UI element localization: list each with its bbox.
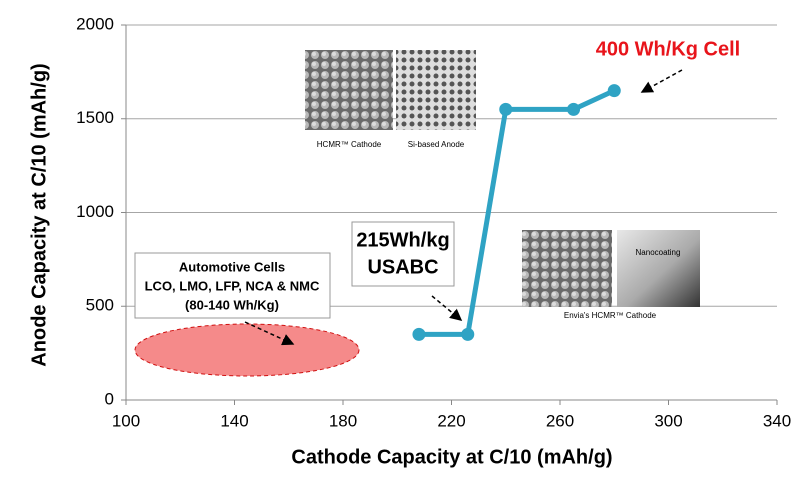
annotation: (80-140 Wh/Kg) xyxy=(185,297,279,312)
y-axis-title: Anode Capacity at C/10 (mAh/g) xyxy=(28,63,50,366)
x-tick-label: 140 xyxy=(220,411,248,430)
y-tick-label: 0 xyxy=(105,389,114,408)
sem-image xyxy=(522,230,612,307)
y-tick-label: 2000 xyxy=(76,14,114,33)
plot xyxy=(412,84,621,341)
x-tick-label: 100 xyxy=(112,411,140,430)
image-caption: Nanocoating xyxy=(636,248,681,257)
x-tick-label: 260 xyxy=(546,411,574,430)
sem-image xyxy=(396,50,476,130)
x-axis-title: Cathode Capacity at C/10 (mAh/g) xyxy=(291,446,612,468)
image-caption: HCMR™ Cathode xyxy=(317,140,382,149)
automotive-region xyxy=(134,323,360,377)
data-point xyxy=(567,102,581,116)
annotation: 400 Wh/Kg Cell xyxy=(596,38,740,60)
x-tick-label: 180 xyxy=(329,411,357,430)
tem-image xyxy=(617,230,700,307)
x-tick-label: 340 xyxy=(763,411,791,430)
annotation: 215Wh/kg xyxy=(356,229,449,251)
annotation: Automotive Cells xyxy=(179,259,285,274)
sem-image xyxy=(305,50,393,130)
arrow xyxy=(640,69,683,93)
image-caption: Envia's HCMR™ Cathode xyxy=(564,311,657,320)
x-tick-label: 220 xyxy=(437,411,465,430)
x-tick-label: 300 xyxy=(654,411,682,430)
image-caption: Si-based Anode xyxy=(408,140,465,149)
data-point xyxy=(461,327,475,341)
data-point xyxy=(499,102,513,116)
annotation: USABC xyxy=(367,256,438,278)
y-tick-label: 1500 xyxy=(76,108,114,127)
arrow xyxy=(431,295,463,321)
data-point xyxy=(607,84,621,98)
arrow xyxy=(244,321,295,346)
annotation: LCO, LMO, LFP, NCA & NMC xyxy=(145,278,320,293)
y-tick-label: 500 xyxy=(86,296,114,315)
annotation-box xyxy=(351,221,455,287)
data-point xyxy=(412,327,426,341)
annotation-box xyxy=(134,252,331,319)
y-tick-label: 1000 xyxy=(76,202,114,221)
